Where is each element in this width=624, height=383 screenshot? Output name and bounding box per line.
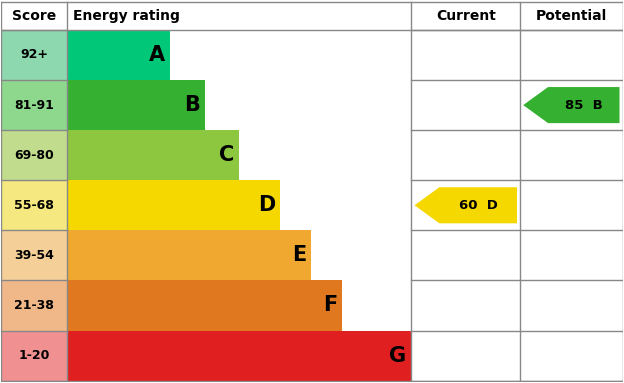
Text: 69-80: 69-80 [14, 149, 54, 162]
Text: 1-20: 1-20 [18, 349, 50, 362]
Text: Energy rating: Energy rating [73, 9, 180, 23]
Bar [67, 30, 170, 80]
Text: Current: Current [436, 9, 495, 23]
Bar [67, 280, 343, 331]
Text: 92+: 92+ [20, 49, 48, 62]
Bar [67, 331, 411, 381]
Text: E: E [292, 246, 306, 265]
Bar [67, 180, 280, 230]
Polygon shape [414, 187, 517, 223]
Bar [1, 280, 67, 331]
Bar [1, 230, 67, 280]
Text: Score: Score [12, 9, 56, 23]
Bar [67, 230, 311, 280]
Text: A: A [149, 45, 165, 65]
Text: Potential: Potential [536, 9, 607, 23]
Bar [1, 30, 67, 80]
Bar [411, 2, 520, 30]
Text: 85  B: 85 B [565, 98, 603, 111]
Text: B: B [183, 95, 200, 115]
Bar [1, 180, 67, 230]
Bar [67, 130, 239, 180]
Bar [67, 80, 205, 130]
Bar [1, 130, 67, 180]
Bar [1, 80, 67, 130]
Text: C: C [219, 145, 234, 165]
Bar [67, 2, 411, 30]
Text: 39-54: 39-54 [14, 249, 54, 262]
Text: F: F [323, 295, 338, 316]
Bar [1, 331, 67, 381]
Text: G: G [389, 345, 406, 365]
Text: 21-38: 21-38 [14, 299, 54, 312]
Text: 60  D: 60 D [459, 199, 497, 212]
Text: 55-68: 55-68 [14, 199, 54, 212]
Bar [1, 2, 67, 30]
Text: 81-91: 81-91 [14, 98, 54, 111]
Bar [520, 2, 623, 30]
Polygon shape [523, 87, 620, 123]
Text: D: D [258, 195, 275, 215]
